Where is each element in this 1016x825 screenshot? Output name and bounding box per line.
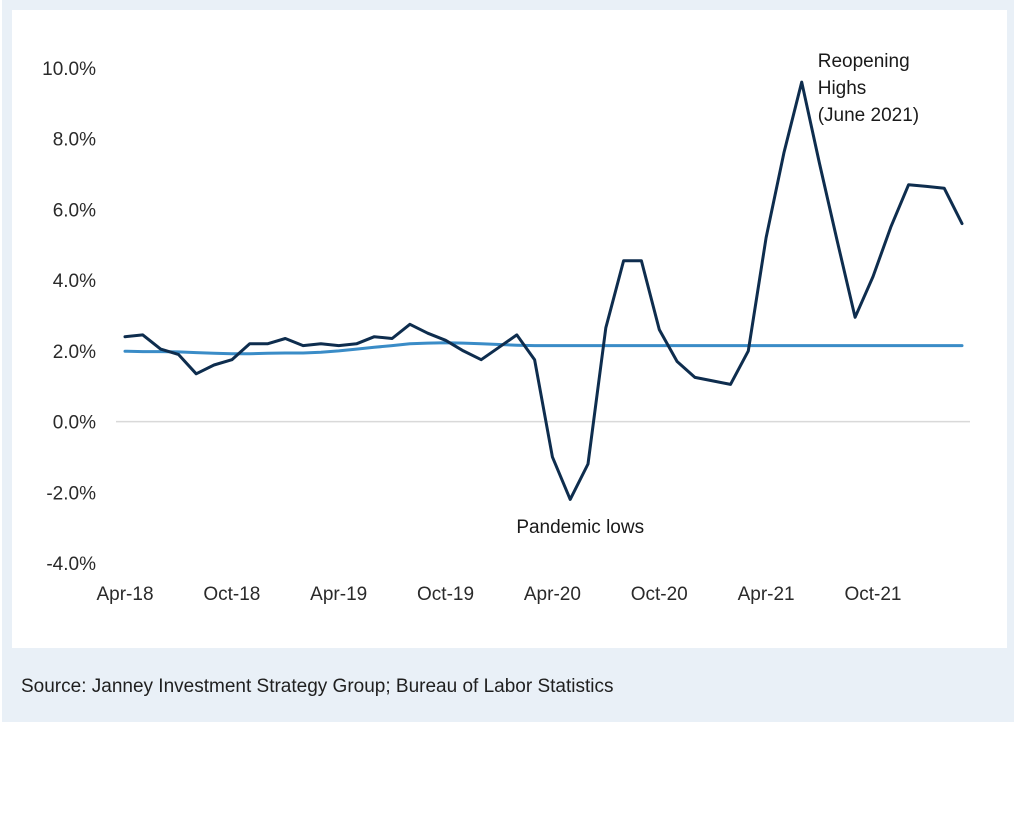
x-tick-label: Oct-19 bbox=[417, 584, 474, 605]
annotation-reopening-highs: (June 2021) bbox=[818, 105, 919, 126]
y-tick-label: 8.0% bbox=[53, 130, 96, 151]
x-tick-label: Oct-18 bbox=[203, 584, 260, 605]
plot-area bbox=[12, 10, 1007, 648]
x-tick-label: Apr-18 bbox=[96, 584, 153, 605]
y-tick-label: 4.0% bbox=[53, 271, 96, 292]
annotation-pandemic-lows: Pandemic lows bbox=[516, 517, 644, 538]
x-tick-label: Oct-21 bbox=[844, 584, 901, 605]
x-tick-label: Oct-20 bbox=[631, 584, 688, 605]
annotation-reopening-highs: Highs bbox=[818, 78, 867, 99]
series-line-1 bbox=[123, 80, 964, 501]
y-tick-label: 2.0% bbox=[53, 342, 96, 363]
figure-panel: Source: Janney Investment Strategy Group… bbox=[2, 0, 1014, 722]
y-tick-label: 0.0% bbox=[53, 413, 96, 434]
y-tick-label: 6.0% bbox=[53, 200, 96, 221]
y-tick-label: 10.0% bbox=[42, 59, 96, 80]
y-tick-label: -4.0% bbox=[46, 554, 96, 575]
y-tick-label: -2.0% bbox=[46, 483, 96, 504]
annotation-reopening-highs: Reopening bbox=[818, 51, 910, 72]
x-tick-label: Apr-21 bbox=[738, 584, 795, 605]
x-tick-label: Apr-20 bbox=[524, 584, 581, 605]
x-tick-label: Apr-19 bbox=[310, 584, 367, 605]
series-line-2 bbox=[123, 341, 964, 356]
source-note: Source: Janney Investment Strategy Group… bbox=[21, 676, 614, 697]
